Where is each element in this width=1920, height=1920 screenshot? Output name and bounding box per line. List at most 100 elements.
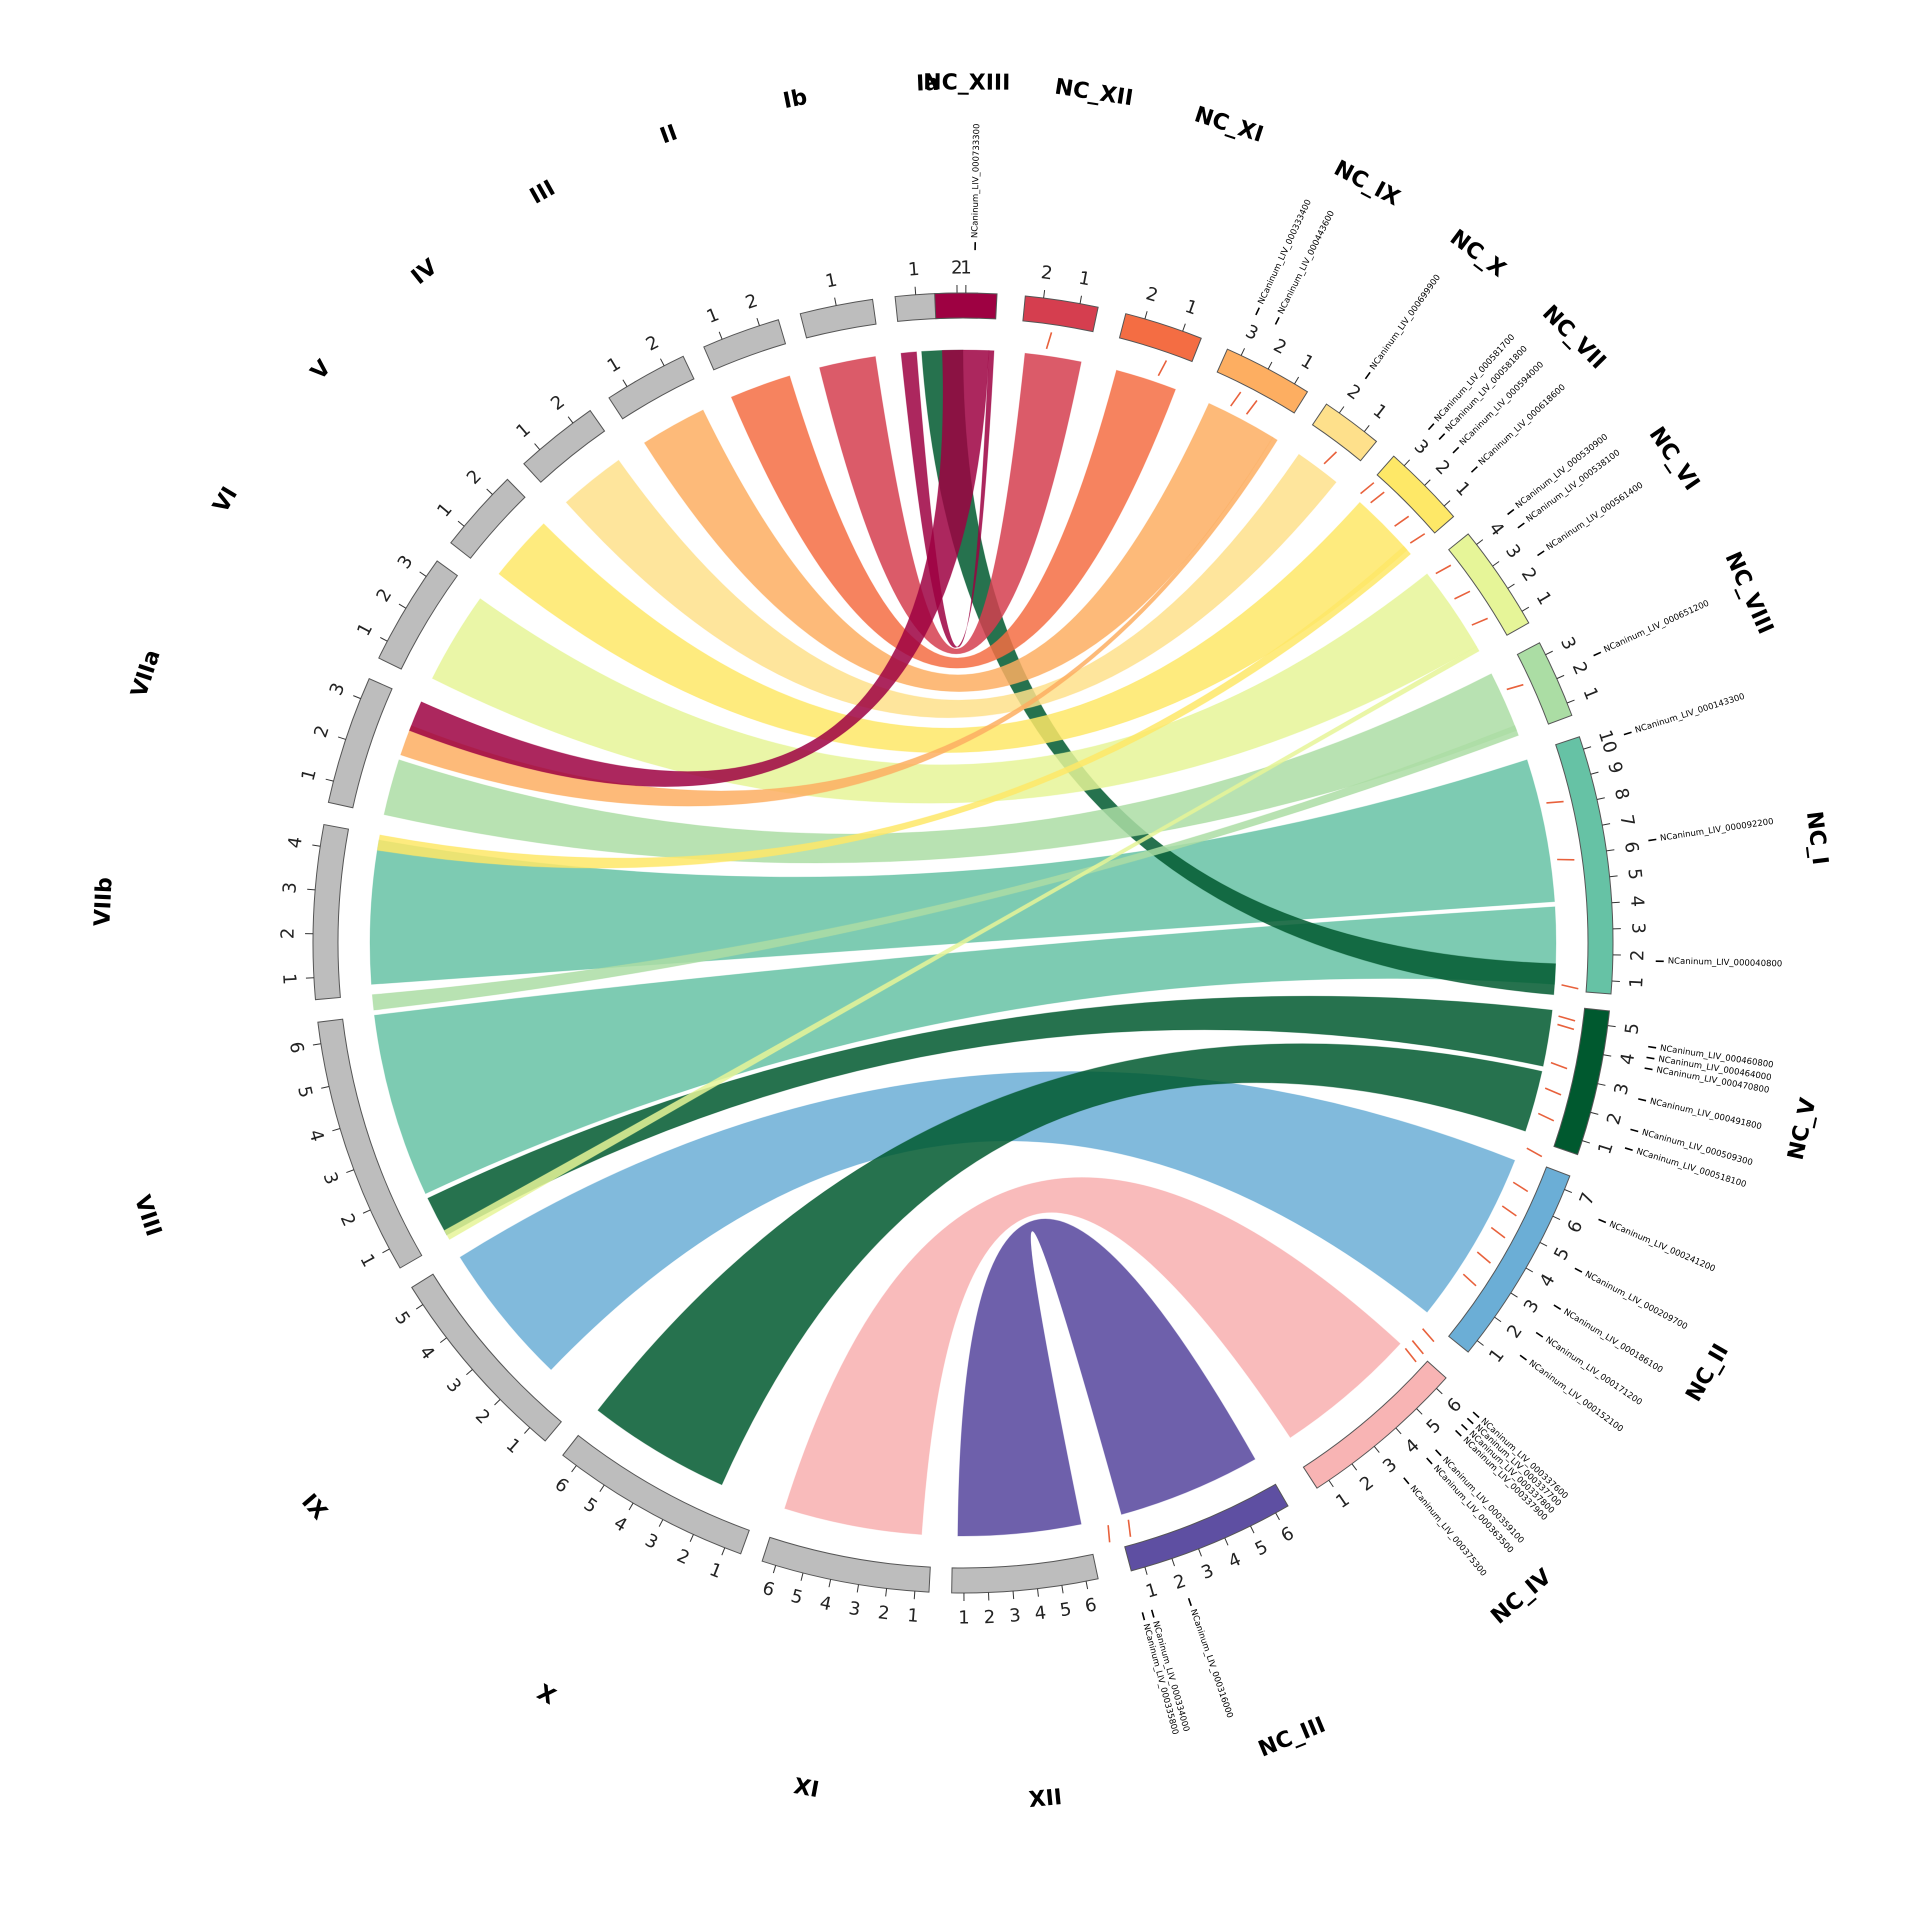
segment-block-viii	[317, 1018, 423, 1269]
segment-block-iii	[608, 355, 695, 420]
chromosome-label-vi: VI	[209, 483, 243, 517]
tick-label: 4	[610, 1513, 631, 1537]
tick-label: 1	[1485, 1345, 1509, 1367]
marker-tick-26	[1462, 1273, 1477, 1287]
gene-label: NCaninum_LIV_000491800	[1649, 1097, 1763, 1133]
tick-label: 2	[983, 1607, 995, 1628]
segment-vi: 1 2 3 VI	[209, 483, 459, 670]
segment-block-xi	[761, 1536, 931, 1593]
tick-mark	[1539, 1241, 1548, 1247]
tick-label: 3	[1501, 541, 1525, 563]
tick-label: 4	[1536, 1270, 1560, 1290]
tick-mark	[415, 1304, 424, 1310]
chromosome-label-nc-xi: NC_XI	[1191, 102, 1266, 148]
marker-tick-29	[1404, 1347, 1417, 1363]
gene-label-pointer	[1274, 316, 1280, 325]
tick-label: 5	[1423, 1415, 1446, 1438]
tick-label: 2	[1356, 1472, 1378, 1496]
tick-mark	[1582, 1140, 1591, 1144]
tick-mark	[486, 488, 493, 495]
chromosome-label-nc-xiii: NC_XIII	[923, 70, 1010, 95]
tick-mark	[1037, 1588, 1039, 1597]
tick-mark	[457, 520, 465, 527]
gene-label-pointer	[1141, 1612, 1146, 1621]
link-nc-iv-xi-3	[784, 1177, 1401, 1535]
marker-tick-7	[1394, 515, 1410, 527]
tick-mark	[1590, 1111, 1599, 1115]
chromosome-label-nc-xii: NC_XII	[1053, 75, 1135, 112]
tick-mark	[1545, 650, 1553, 656]
marker-tick-2	[1230, 391, 1242, 407]
chromosome-label-viib: VIIb	[90, 877, 117, 927]
gene-label-pointer	[1460, 1423, 1468, 1431]
link-nc-v-ia-7	[921, 349, 1557, 996]
tick-mark	[1436, 1388, 1443, 1395]
tick-mark	[1566, 699, 1575, 704]
segment-v: 12 V	[306, 356, 526, 559]
tick-label: 6	[1278, 1523, 1298, 1547]
tick-mark	[571, 1465, 577, 1473]
gene-label: NCaninum_LIV_000699900	[1368, 273, 1443, 372]
link-ribbons	[369, 349, 1557, 1537]
tick-label: 5	[580, 1494, 601, 1518]
gene-label-pointer	[1624, 1147, 1633, 1152]
tick-label: 2	[547, 391, 569, 415]
gene-label-pointer	[1535, 1331, 1544, 1338]
tick-label: 1	[1451, 478, 1474, 501]
segment-block-nc-vii	[1376, 455, 1455, 534]
tick-label: 1	[1332, 1489, 1353, 1513]
tick-mark	[756, 317, 760, 326]
tick-mark	[1144, 1566, 1148, 1575]
tick-mark	[1224, 1537, 1229, 1546]
tick-label: 1	[502, 1435, 525, 1458]
gene-label-pointer	[1187, 1597, 1192, 1607]
tick-label: 1	[960, 257, 972, 278]
tick-label: 1	[958, 1607, 969, 1628]
tick-label: 3	[326, 680, 350, 699]
tick-mark	[1275, 1512, 1280, 1521]
marker-tick-13	[1546, 800, 1564, 804]
chromosome-label-nc-v: NC_V	[1784, 1096, 1822, 1163]
segment-block-iv	[523, 409, 606, 483]
tick-mark	[466, 1369, 473, 1376]
marker-tick-31	[1107, 1525, 1111, 1543]
tick-label: 1	[353, 620, 377, 640]
tick-label: 8	[1610, 786, 1633, 802]
chromosome-label-nc-iv: NC_IV	[1487, 1564, 1557, 1629]
tick-label: 6	[1620, 840, 1642, 854]
segment-block-x	[562, 1434, 750, 1555]
tick-mark	[1494, 1316, 1502, 1323]
segment-block-ix	[411, 1273, 562, 1442]
segment-block-nc-iii	[1124, 1483, 1289, 1572]
tick-label: 4	[1617, 1052, 1640, 1067]
tick-mark	[1338, 406, 1345, 414]
tick-label: 2	[336, 1211, 360, 1230]
tick-label: 4	[818, 1592, 833, 1615]
chromosome-label-iv: IV	[407, 255, 442, 290]
chromosome-label-nc-vi: NC_VI	[1644, 423, 1705, 496]
tick-label: 2	[643, 332, 663, 356]
tick-label: 1	[1369, 400, 1391, 424]
tick-mark	[1351, 1463, 1358, 1471]
segment-iv: 12 IV	[407, 255, 606, 483]
segment-block-nc-xii	[1022, 295, 1099, 333]
tick-mark	[1492, 561, 1500, 567]
tick-label: 1	[1532, 588, 1556, 609]
tick-mark	[622, 379, 628, 387]
tick-mark	[689, 1534, 694, 1542]
chromosome-label-ii: II	[657, 120, 681, 149]
tick-mark	[1507, 583, 1515, 589]
segment-block-nc-viii	[1516, 642, 1573, 725]
gene-label-pointer	[1519, 1354, 1527, 1361]
tick-label: 2	[1503, 1321, 1527, 1342]
tick-mark	[1267, 361, 1273, 370]
tick-mark	[337, 736, 346, 740]
marker-ticks	[1045, 332, 1579, 1543]
tick-mark	[1294, 376, 1300, 385]
segment-viii: 1 2 3 4 5 6 VIII	[129, 1018, 423, 1271]
gene-label-pointer	[1537, 550, 1545, 557]
tick-label: 3	[394, 552, 418, 573]
tick-label: 5	[1550, 1244, 1574, 1264]
marker-tick-30	[1127, 1519, 1132, 1537]
